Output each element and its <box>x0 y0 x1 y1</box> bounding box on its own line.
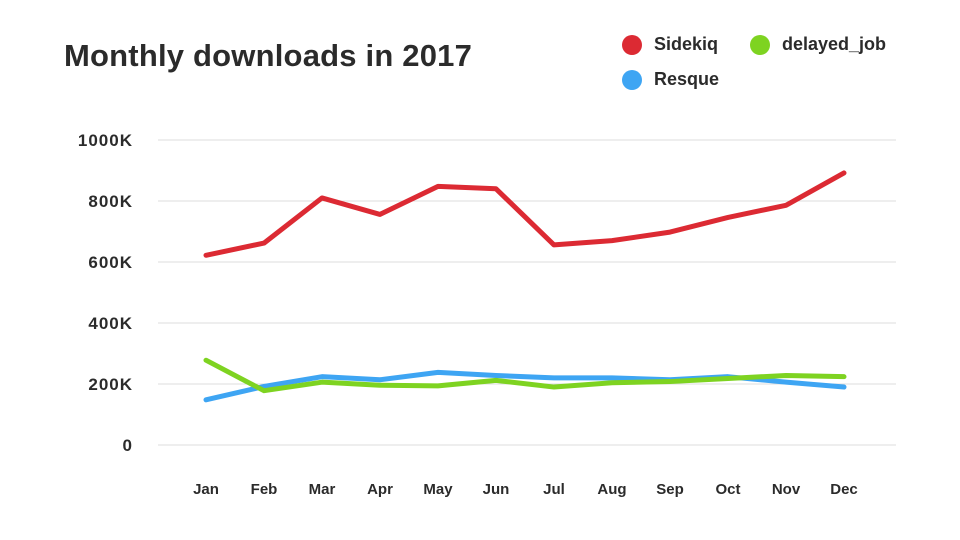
legend-swatch-resque <box>622 69 642 90</box>
legend-item-sidekiq[interactable]: Sidekiq <box>622 34 718 55</box>
x-tick-label: Dec <box>830 481 858 498</box>
x-tick-label: Feb <box>251 481 278 498</box>
legend-item-delayed-job[interactable]: delayed_job <box>750 34 886 55</box>
y-tick-label: 800K <box>88 192 133 211</box>
series-line-delayed-job[interactable] <box>203 357 847 394</box>
x-tick-label: Sep <box>656 481 684 498</box>
legend-swatch-sidekiq <box>622 34 642 55</box>
x-axis: Jan Feb Mar Apr May Jun Jul Aug Sep Oct Nov Dec <box>193 481 858 498</box>
legend-item-resque[interactable]: Resque <box>622 69 719 90</box>
legend-swatch-delayed-job <box>750 34 770 55</box>
x-tick-label: Oct <box>715 481 740 498</box>
x-tick-label: Jun <box>483 481 510 498</box>
y-tick-label: 0 <box>123 436 133 455</box>
legend-label-sidekiq: Sidekiq <box>654 34 719 54</box>
series-line-sidekiq[interactable] <box>203 170 847 258</box>
series-lines <box>203 170 847 403</box>
legend-label-delayed-job: delayed_job <box>782 34 887 54</box>
y-tick-label: 200K <box>88 375 133 394</box>
x-tick-label: Mar <box>309 481 336 498</box>
chart-title: Monthly downloads in 2017 <box>64 38 473 73</box>
y-tick-label: 1000K <box>78 131 133 150</box>
y-tick-label: 400K <box>88 314 133 333</box>
x-tick-label: Jul <box>543 481 565 498</box>
x-tick-label: Aug <box>597 481 626 498</box>
y-tick-label: 600K <box>88 253 133 272</box>
y-axis: 0 200K 400K 600K 800K 1000K <box>78 131 133 455</box>
gridlines <box>158 139 896 446</box>
x-tick-label: May <box>423 481 453 498</box>
x-tick-label: Apr <box>367 481 393 498</box>
x-tick-label: Jan <box>193 481 219 498</box>
x-tick-label: Nov <box>772 481 801 498</box>
legend-label-resque: Resque <box>654 69 720 89</box>
